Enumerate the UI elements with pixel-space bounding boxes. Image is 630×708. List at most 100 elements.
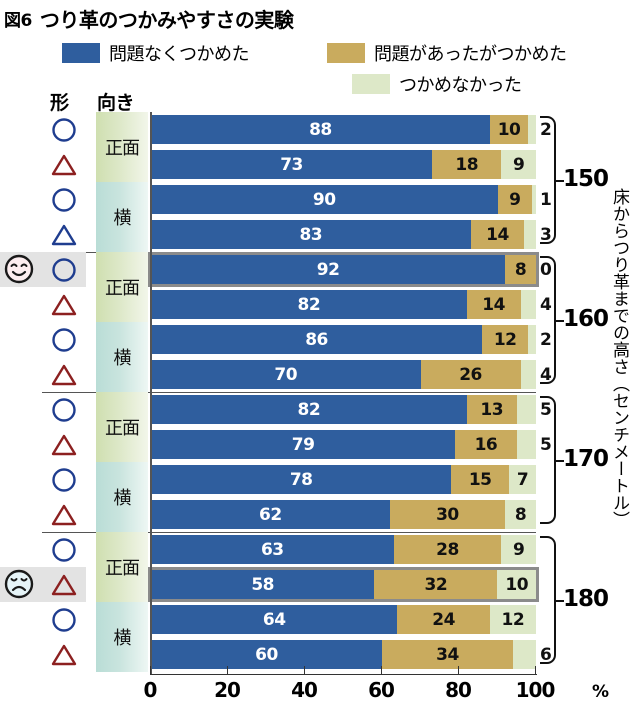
shape-triangle-icon [42,427,86,462]
bar-segment-problem-but-grabbed: 34 [382,640,513,669]
bar-segment-no-problem: 70 [151,360,421,389]
legend-swatch-problem-but-grabbed [327,43,365,63]
bar-segment-problem-but-grabbed: 9 [497,185,533,214]
legend-item-could-not-grab: つかめなかった [352,71,522,97]
bar-segment-could-not-grab [520,360,536,389]
x-axis-tick-label: 40 [291,678,318,702]
group-separator [42,392,536,393]
shape-circle-icon [42,182,86,217]
bar-value-label: 12 [493,329,517,350]
legend-row-1: 問題なくつかめた 問題があったがつかめた [62,40,622,66]
bar-segment-could-not-grab [528,325,536,354]
bar-value-label: 16 [474,434,498,455]
stacked-bar: 58 32 10 [148,567,539,602]
bar-segment-problem-but-grabbed: 24 [397,605,490,634]
stacked-bar: 92 8 [148,252,539,287]
bar-value-label: 13 [480,399,504,420]
bar-value-label: 92 [316,259,340,280]
legend: 問題なくつかめた 問題があったがつかめた つかめなかった [62,40,622,97]
bar-segment-no-problem: 92 [151,255,506,284]
x-axis-tick [381,666,382,675]
bar-value-label: 78 [289,469,313,490]
chart-row: 82 13 5 [0,392,630,427]
stacked-bar: 62 30 8 [151,500,536,529]
x-axis-tick [304,666,305,675]
stacked-bar: 60 34 [151,640,536,669]
stacked-bar: 70 26 [151,360,536,389]
shape-circle-icon [42,392,86,427]
legend-label-no-problem: 問題なくつかめた [109,44,250,65]
x-axis-tick [535,666,536,675]
bar-value-label: 26 [459,364,482,385]
bar-segment-no-problem: 58 [151,570,375,599]
direction-band-front: 正面 [96,112,148,182]
group-brace-180 [540,536,556,664]
direction-band-side: 横 [96,602,148,672]
x-axis-unit: % [592,682,610,702]
bar-segment-no-problem: 62 [151,500,390,529]
shape-triangle-icon [42,497,86,532]
bar-segment-problem-but-grabbed: 26 [420,360,521,389]
chart-row: 86 12 2 [0,322,630,357]
shape-circle-icon [42,322,86,357]
group-brace-160 [540,256,556,384]
bar-segment-could-not-grab: 9 [501,150,536,179]
bar-value-label: 8 [514,259,527,280]
chart-row: 90 9 1 [0,182,630,217]
page-title: つり革のつかみやすさの実験 [39,8,294,32]
legend-item-problem-but-grabbed: 問題があったがつかめた [327,40,567,66]
bar-segment-no-problem: 64 [151,605,398,634]
bar-value-label: 12 [501,609,525,630]
stacked-bar: 88 10 [151,115,536,144]
height-group-180: 正面横 63 28 9 58 32 10 64 24 12 60 34 6 [0,532,630,672]
bar-segment-no-problem: 73 [151,150,433,179]
bar-segment-problem-but-grabbed: 14 [470,220,525,249]
bar-value-label: 90 [312,189,336,210]
legend-label-problem-but-grabbed: 問題があったがつかめた [374,44,567,65]
bar-segment-problem-but-grabbed: 14 [466,290,521,319]
bar-segment-no-problem: 63 [151,535,394,564]
bar-segment-no-problem: 82 [151,290,467,319]
height-label-150: 150 [563,166,609,192]
bar-value-label-outside: 2 [540,119,552,140]
chart-row: 73 18 9 [0,147,630,182]
stacked-bar: 83 14 [151,220,536,249]
chart-row: 88 10 2 [0,112,630,147]
height-label-180: 180 [563,586,609,612]
shape-triangle-icon [42,287,86,322]
direction-band-side: 横 [96,322,148,392]
shape-triangle-icon [42,217,86,252]
stacked-bar: 78 15 7 [151,465,536,494]
group-brace-tick [555,320,564,322]
height-label-160: 160 [563,306,609,332]
bar-segment-problem-but-grabbed: 18 [432,150,502,179]
bar-segment-could-not-grab [516,430,536,459]
bar-segment-could-not-grab: 10 [497,570,536,599]
bar-segment-problem-but-grabbed: 13 [466,395,517,424]
chart-row: 83 14 3 [0,217,630,252]
bar-segment-problem-but-grabbed: 15 [451,465,510,494]
bar-segment-no-problem: 79 [151,430,456,459]
group-separator [42,532,536,533]
stacked-bar: 73 18 9 [151,150,536,179]
bar-segment-could-not-grab [532,185,536,214]
bar-segment-could-not-grab [512,640,536,669]
bar-value-label-outside: 4 [540,364,552,385]
chart-row: 58 32 10 [0,567,630,602]
shape-triangle-icon [42,637,86,672]
bar-value-label: 28 [436,539,459,560]
bar-value-label-outside: 5 [540,434,552,455]
bar-value-label: 7 [516,469,529,490]
shape-circle-icon [42,252,86,287]
figure-number: 図6 [4,11,32,31]
x-axis-tick-label: 100 [515,678,556,702]
bar-segment-problem-but-grabbed: 16 [455,430,517,459]
column-header-shape: 形 [50,92,69,114]
shape-circle-icon [42,462,86,497]
bar-value-label-outside: 6 [540,644,552,665]
chart-row: 79 16 5 [0,427,630,462]
column-header-direction: 向き [97,92,135,114]
chart-plot-area: 正面横 88 10 2 73 18 9 90 9 1 83 14 3 正面横 92 8 0 82 14 4 86 12 2 7… [0,112,630,672]
direction-band-front: 正面 [96,252,148,322]
bar-segment-problem-but-grabbed: 10 [489,115,529,144]
